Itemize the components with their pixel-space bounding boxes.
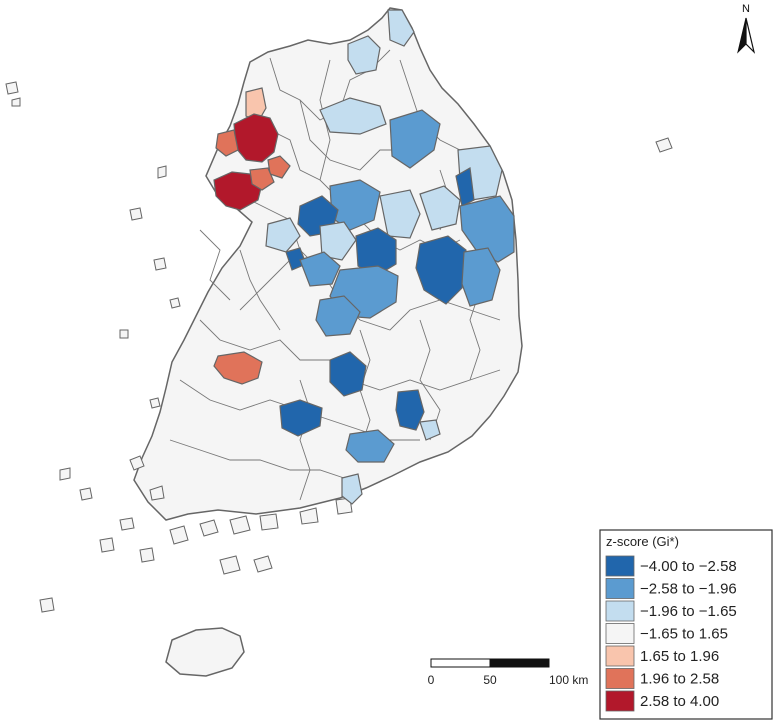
legend-swatch-1 bbox=[605, 578, 635, 599]
coldspot-ne-light bbox=[387, 9, 415, 47]
hotspot-capital-red bbox=[233, 113, 279, 163]
coldspot-south-mid-1 bbox=[315, 295, 361, 337]
legend-label-4: 1.65 to 1.96 bbox=[640, 648, 719, 665]
coldspot-east-mid bbox=[389, 109, 441, 169]
coldspot-south-mid-2 bbox=[345, 429, 395, 463]
legend-title: z-score (Gi*) bbox=[606, 534, 679, 549]
legend-swatch-3 bbox=[605, 623, 635, 644]
legend-swatch-2 bbox=[605, 600, 635, 622]
scale-label-0: 0 bbox=[428, 673, 435, 687]
coldspot-n-light bbox=[347, 35, 381, 75]
hotspot-west-orange bbox=[213, 351, 263, 385]
hotspot-south-capital-orange bbox=[249, 167, 275, 191]
coldspot-central-light-4 bbox=[265, 217, 301, 253]
scale-bar: 0 50 100 km bbox=[428, 658, 588, 687]
hotspot-regions bbox=[213, 87, 291, 385]
legend: z-score (Gi*) −4.00 to −2.58 −2.58 to −1.… bbox=[599, 529, 773, 720]
coldspot-south-light-1 bbox=[419, 419, 441, 441]
scale-label-50: 50 bbox=[483, 673, 497, 687]
coldspot-central-light bbox=[319, 97, 387, 135]
legend-swatch-6 bbox=[605, 690, 635, 712]
coldspot-east-mid-3 bbox=[461, 247, 501, 307]
coldspot-south-dark-1 bbox=[329, 351, 367, 397]
hotspot-capital-orange bbox=[215, 129, 239, 157]
scale-label-100: 100 km bbox=[549, 673, 588, 687]
legend-label-3: −1.65 to 1.65 bbox=[640, 626, 728, 643]
coldspot-central-light-3 bbox=[419, 185, 461, 231]
coldspot-central-dark-2 bbox=[355, 227, 397, 277]
coldspot-regions bbox=[265, 9, 515, 505]
legend-label-5: 1.96 to 2.58 bbox=[640, 671, 719, 688]
coldspot-central-mid-2 bbox=[299, 251, 341, 287]
hotspot-south-capital-red bbox=[213, 171, 263, 211]
legend-label-6: 2.58 to 4.00 bbox=[640, 693, 719, 710]
legend-label-1: −2.58 to −1.96 bbox=[640, 581, 737, 598]
north-arrow-icon bbox=[737, 17, 747, 54]
coldspot-south-dark-3 bbox=[395, 389, 425, 431]
coldspot-south-dark-2 bbox=[279, 399, 323, 437]
north-arrow: N bbox=[737, 3, 756, 54]
coldspot-central-light-2 bbox=[379, 189, 421, 239]
legend-swatch-5 bbox=[605, 668, 635, 689]
legend-swatch-0 bbox=[605, 555, 635, 577]
coldspot-east-dark-1 bbox=[415, 235, 467, 305]
coldspot-east-coast-dark bbox=[455, 167, 475, 207]
legend-label-0: −4.00 to −2.58 bbox=[640, 558, 737, 575]
north-arrow-label: N bbox=[742, 3, 750, 15]
coldspot-south-light-2 bbox=[341, 473, 363, 505]
coastal-islands bbox=[5, 81, 673, 613]
coldspot-central-light-5 bbox=[319, 221, 357, 261]
hotspot-north-light bbox=[245, 87, 267, 123]
legend-label-2: −1.96 to −1.65 bbox=[640, 603, 737, 620]
coldspot-east-mid-2 bbox=[459, 195, 515, 263]
jeju-island bbox=[165, 627, 245, 677]
legend-swatch-4 bbox=[605, 645, 635, 667]
